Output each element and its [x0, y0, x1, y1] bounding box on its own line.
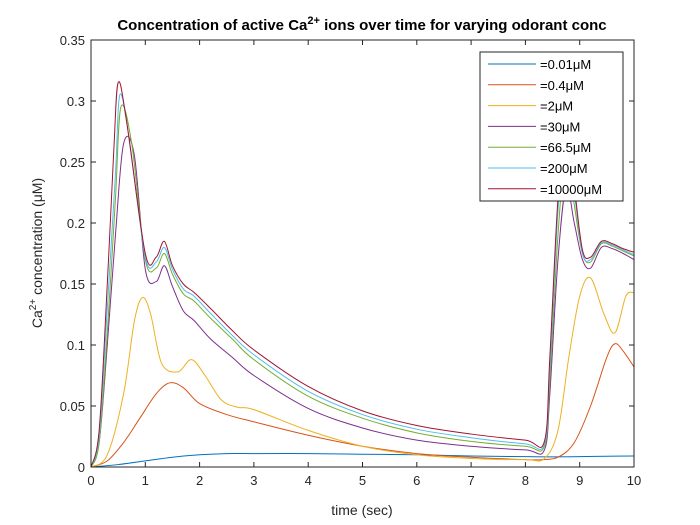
y-tick-label: 0.25: [60, 155, 85, 170]
series-line-2: [90, 276, 635, 468]
x-tick-label: 3: [250, 473, 257, 488]
legend-label-4: =66.5μM: [540, 140, 591, 155]
x-tick-label: 5: [359, 473, 366, 488]
chart-title-rest: ions over time for varying odorant conc: [320, 17, 607, 34]
legend-label-5: =200μM: [540, 161, 588, 176]
y-tick-label: 0.05: [60, 399, 85, 414]
y-axis-label-rest: concentration (μM): [29, 178, 45, 299]
x-tick-label: 8: [522, 473, 529, 488]
y-tick-label: 0.35: [60, 33, 85, 48]
legend-label-6: =10000μM: [540, 182, 602, 197]
x-axis-label: time (sec): [331, 502, 392, 518]
y-tick-label: 0.15: [60, 277, 85, 292]
y-tick-label: 0.2: [67, 216, 85, 231]
legend-label-0: =0.01μM: [540, 57, 591, 72]
x-axis-ticks: 0 1 2 3 4 5 6 7 8 9 10: [87, 40, 641, 488]
x-tick-label: 1: [142, 473, 149, 488]
legend: =0.01μM =0.4μM =2μM =30μM =66.5μM =200μM =1000…: [479, 51, 624, 202]
y-tick-label: 0.1: [67, 338, 85, 353]
chart-title-main: Concentration of active Ca: [117, 17, 308, 34]
x-tick-label: 9: [576, 473, 583, 488]
series-line-0: [90, 452, 635, 468]
legend-label-1: =0.4μM: [540, 78, 584, 93]
x-tick-label: 7: [467, 473, 474, 488]
y-tick-label: 0: [78, 460, 85, 475]
x-tick-label: 2: [196, 473, 203, 488]
legend-label-3: =30μM: [540, 119, 580, 134]
x-tick-label: 6: [413, 473, 420, 488]
x-tick-label: 4: [305, 473, 312, 488]
chart-title-superscript: 2+: [307, 15, 320, 27]
y-axis-label-superscript: 2+: [28, 299, 39, 311]
x-tick-label: 10: [627, 473, 641, 488]
series-line-6: [90, 81, 635, 468]
series-layer: [90, 81, 635, 468]
legend-label-2: =2μM: [540, 99, 573, 114]
x-tick-label: 0: [87, 473, 94, 488]
y-axis-ticks: 0 0.05 0.1 0.15 0.2 0.25 0.3 0.35: [60, 33, 634, 475]
y-axis-label: Ca2+ concentration (μM): [28, 178, 45, 328]
y-tick-label: 0.3: [67, 94, 85, 109]
y-axis-label-main: Ca: [29, 310, 45, 328]
chart-title: Concentration of active Ca2+ ions over t…: [117, 15, 606, 34]
